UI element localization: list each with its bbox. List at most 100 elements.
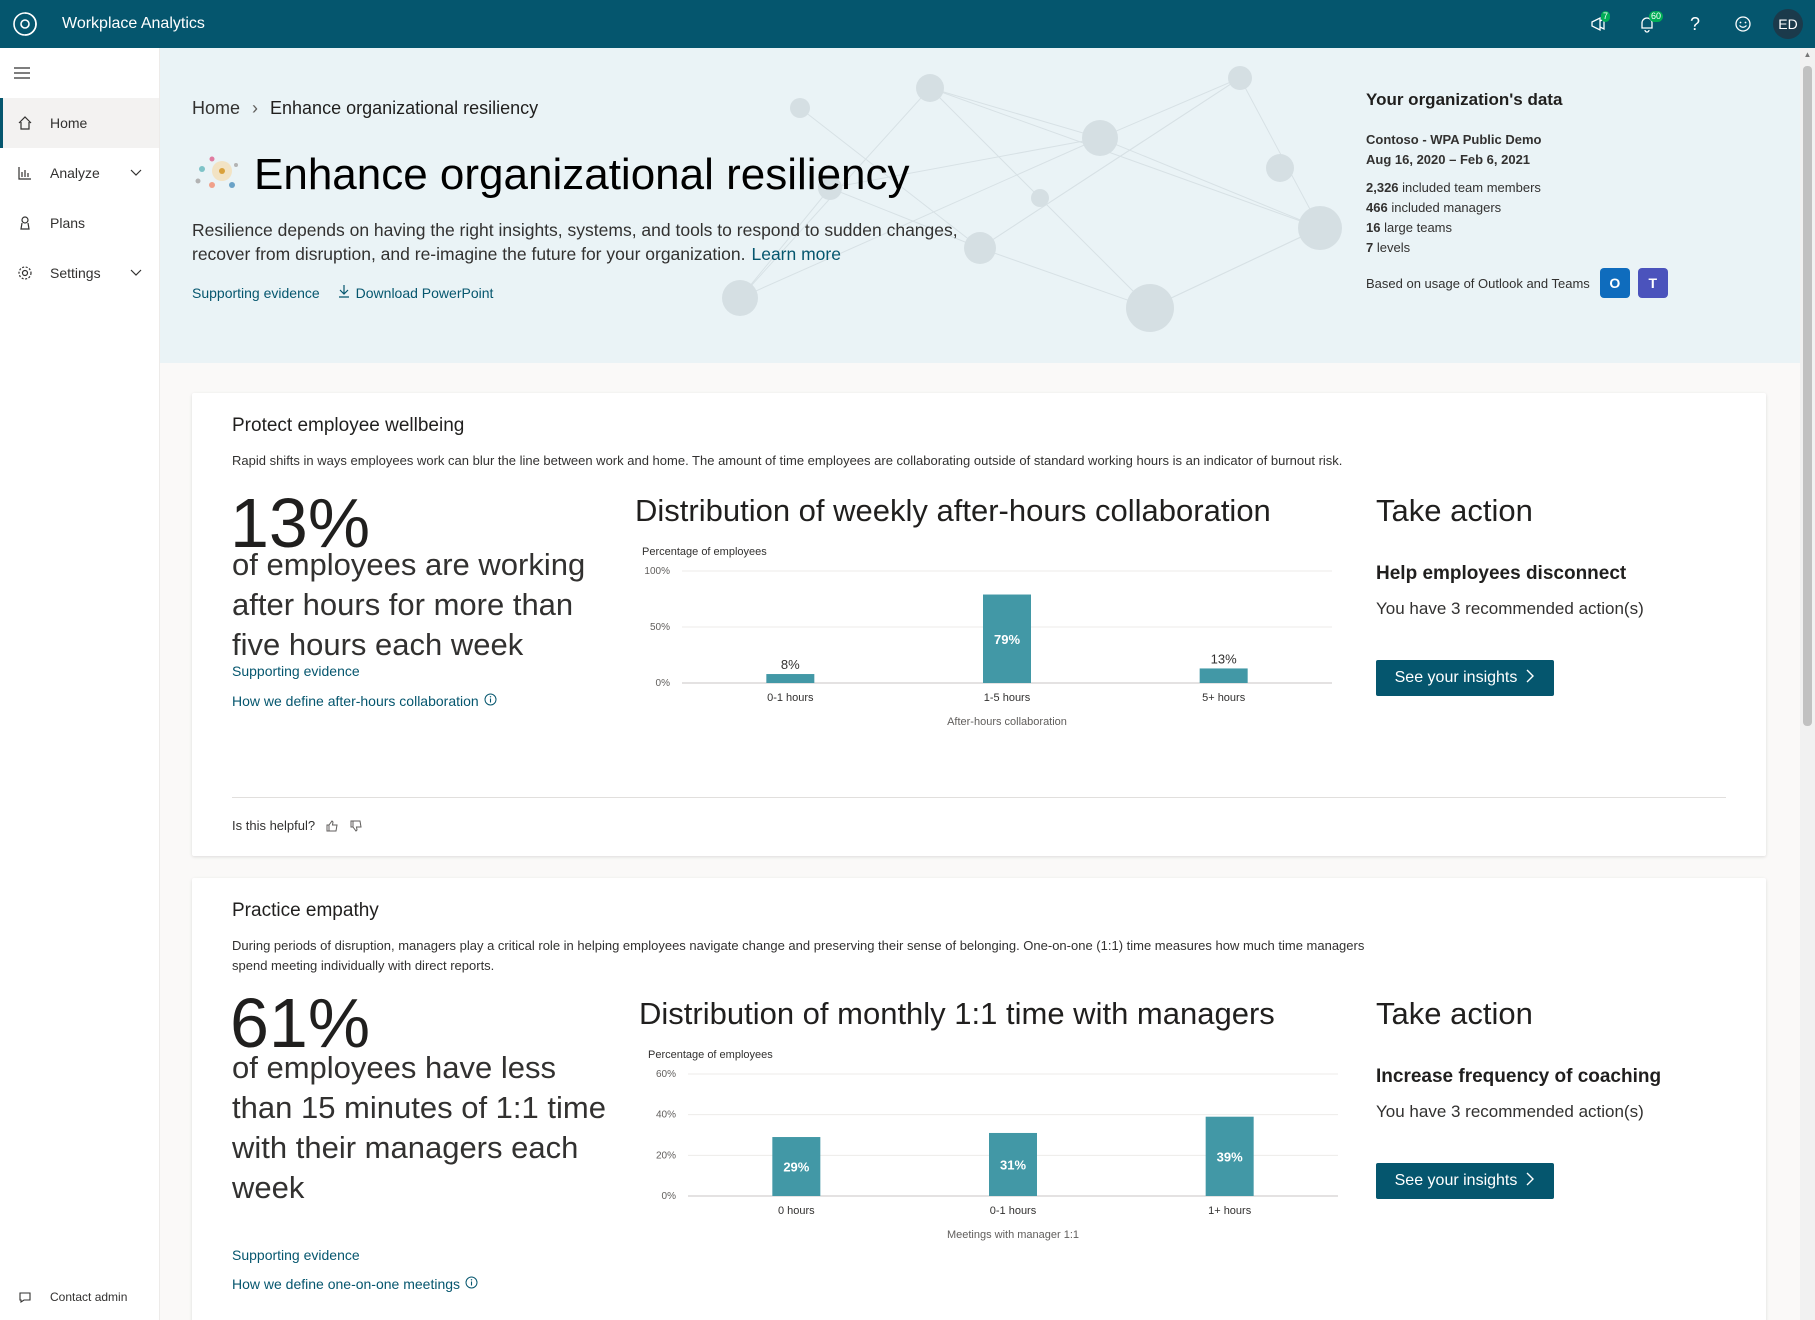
button-label: See your insights — [1394, 1172, 1518, 1189]
thumbs-down-icon[interactable] — [349, 819, 363, 833]
stat-value: 466 — [1366, 200, 1388, 215]
y-tick-label: 50% — [650, 622, 670, 633]
definition-link[interactable]: How we define after-hours collaboration — [232, 693, 497, 709]
sidebar-item-label: Analyze — [50, 165, 100, 181]
page-title: Enhance organizational resiliency — [254, 150, 910, 199]
scroll-up-icon[interactable]: ▲ — [1803, 50, 1812, 59]
bar-value-label: 13% — [1211, 651, 1237, 666]
top-bar: Workplace Analytics 7 60 ? ED — [0, 0, 1815, 48]
workplace-analytics-logo-icon[interactable] — [10, 9, 40, 39]
action-count: You have 3 recommended action(s) — [1376, 599, 1644, 618]
definition-link[interactable]: How we define one-on-one meetings — [232, 1276, 478, 1292]
chevron-right-icon — [1525, 1172, 1535, 1191]
sidebar-item-analyze[interactable]: Analyze — [0, 148, 159, 198]
smiley-icon — [1735, 16, 1751, 32]
breadcrumb-home-link[interactable]: Home — [192, 98, 241, 118]
usage-text: Based on usage of Outlook and Teams — [1366, 275, 1590, 291]
supporting-evidence-link[interactable]: Supporting evidence — [192, 284, 320, 301]
hero-banner: Home › Enhance organizational resiliency… — [160, 48, 1800, 363]
after-hours-chart: Percentage of employees 100% 50% 0% 8% 0-1 ho… — [642, 546, 1332, 728]
contact-icon — [0, 1290, 50, 1304]
see-insights-button[interactable]: See your insights — [1376, 1163, 1554, 1199]
sidebar-item-plans[interactable]: Plans — [0, 198, 159, 248]
breadcrumb-current: Enhance organizational resiliency — [270, 98, 539, 118]
take-action-heading: Take action — [1376, 493, 1533, 528]
download-powerpoint-link[interactable]: Download PowerPoint — [338, 284, 494, 301]
chevron-down-icon[interactable] — [129, 165, 143, 182]
network-graph-decoration — [722, 66, 1342, 332]
bar-value-label: 29% — [783, 1160, 809, 1175]
y-tick-label: 40% — [656, 1110, 676, 1121]
chevron-right-icon — [1525, 669, 1535, 688]
headline-text: of employees are working after hours for… — [232, 547, 586, 662]
announcements-button[interactable]: 7 — [1575, 0, 1623, 48]
headline-percentage: 13% — [230, 484, 371, 562]
stat-label: included team members — [1402, 180, 1541, 195]
notifications-button[interactable]: 60 — [1623, 0, 1671, 48]
question-icon: ? — [1689, 13, 1700, 34]
bar-value-label: 31% — [1000, 1157, 1026, 1172]
y-tick-label: 20% — [656, 1150, 676, 1161]
definition-label: How we define one-on-one meetings — [232, 1276, 461, 1292]
chart-icon — [0, 165, 50, 181]
stat-value: 16 — [1366, 220, 1381, 235]
bar — [1205, 1116, 1254, 1196]
x-tick-label: 0-1 hours — [767, 692, 814, 704]
sidebar-item-label: Plans — [50, 215, 86, 231]
action-heading: Help employees disconnect — [1376, 563, 1627, 584]
stat-label: included managers — [1391, 200, 1502, 215]
download-label: Download PowerPoint — [355, 284, 494, 301]
page-scrollbar[interactable]: ▲ — [1800, 48, 1815, 1320]
y-tick-label: 60% — [656, 1069, 676, 1080]
org-stat: 466 included managers — [1366, 198, 1696, 218]
sidebar-item-label: Settings — [50, 265, 101, 281]
help-button[interactable]: ? — [1671, 0, 1719, 48]
bar — [983, 594, 1031, 683]
take-action-heading: Take action — [1376, 996, 1533, 1031]
org-title: Your organization's data — [1366, 90, 1563, 109]
org-stat: 7 levels — [1366, 238, 1696, 258]
see-insights-button[interactable]: See your insights — [1376, 660, 1554, 696]
hero-links: Supporting evidence Download PowerPoint — [192, 284, 493, 301]
stat-label: levels — [1376, 240, 1411, 255]
bar — [766, 674, 815, 683]
y-axis-label: Percentage of employees — [648, 1049, 773, 1061]
x-tick-label: 5+ hours — [1202, 692, 1246, 704]
download-icon — [338, 284, 350, 301]
action-heading: Increase frequency of coaching — [1376, 1066, 1662, 1087]
chart-title: Distribution of weekly after-hours colla… — [635, 493, 1271, 528]
chevron-down-icon[interactable] — [129, 265, 143, 282]
announcements-badge: 7 — [1601, 11, 1611, 22]
plans-icon — [0, 215, 50, 231]
organization-data-panel: Your organization's data Contoso - WPA P… — [1366, 90, 1696, 298]
x-tick-label: 0-1 hours — [990, 1205, 1037, 1217]
sidebar-item-settings[interactable]: Settings — [0, 248, 159, 298]
org-date-range: Aug 16, 2020 – Feb 6, 2021 — [1366, 152, 1531, 167]
feedback-row: Is this helpful? — [232, 818, 363, 833]
contact-admin-link[interactable]: Contact admin — [0, 1282, 127, 1312]
scrollbar-thumb[interactable] — [1803, 66, 1812, 726]
definition-label: How we define after-hours collaboration — [232, 693, 479, 709]
sidebar-item-home[interactable]: Home — [0, 98, 159, 148]
page-title-row: Enhance organizational resiliency — [192, 150, 910, 200]
org-stat: 2,326 included team members — [1366, 178, 1696, 198]
wellbeing-card: Protect employee wellbeing Rapid shifts … — [192, 393, 1766, 856]
sidebar: Home Analyze Plans Settings Contact admi… — [0, 48, 160, 1320]
feedback-button[interactable] — [1719, 0, 1767, 48]
supporting-evidence-link[interactable]: Supporting evidence — [232, 663, 360, 679]
hamburger-menu-button[interactable] — [0, 48, 159, 98]
stat-value: 7 — [1366, 240, 1374, 255]
learn-more-link[interactable]: Learn more — [751, 244, 841, 264]
app-title: Workplace Analytics — [62, 15, 205, 32]
one-on-one-chart: Percentage of employees 60% 40% 20% 0% 29% 0 h… — [648, 1049, 1338, 1241]
thumbs-up-icon[interactable] — [325, 819, 339, 833]
bar-value-label: 8% — [781, 657, 800, 672]
bar — [1199, 668, 1248, 683]
y-tick-label: 0% — [656, 678, 671, 689]
resiliency-icon — [195, 156, 238, 188]
bar — [989, 1132, 1037, 1196]
x-tick-label: 1-5 hours — [984, 692, 1031, 704]
user-avatar[interactable]: ED — [1773, 9, 1803, 39]
info-icon — [465, 1276, 478, 1292]
supporting-evidence-link[interactable]: Supporting evidence — [232, 1247, 360, 1263]
